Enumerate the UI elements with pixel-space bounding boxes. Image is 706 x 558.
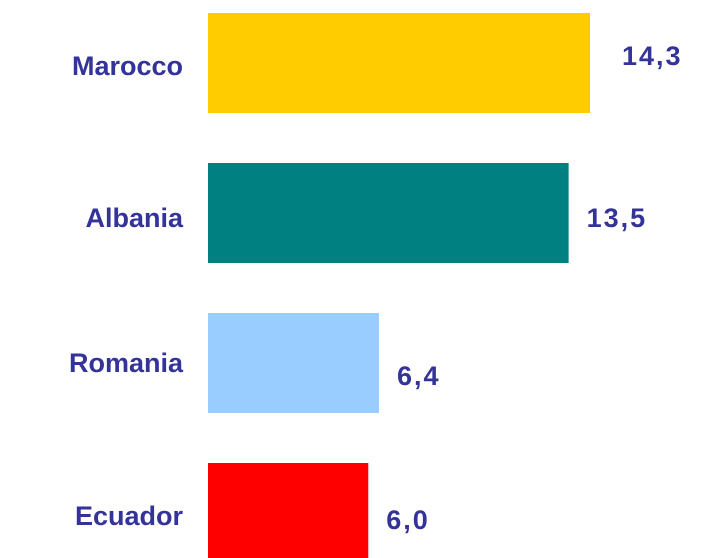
category-label: Ecuador bbox=[75, 501, 184, 531]
bar bbox=[208, 13, 590, 113]
value-label: 6,0 bbox=[386, 505, 430, 535]
category-label: Marocco bbox=[72, 51, 183, 81]
category-label: Romania bbox=[69, 348, 184, 378]
category-label: Albania bbox=[85, 203, 184, 233]
value-label: 6,4 bbox=[397, 361, 441, 391]
bar bbox=[208, 313, 379, 413]
bar bbox=[208, 463, 369, 558]
bar bbox=[208, 163, 569, 263]
value-label: 13,5 bbox=[587, 203, 648, 233]
value-label: 14,3 bbox=[622, 41, 683, 71]
